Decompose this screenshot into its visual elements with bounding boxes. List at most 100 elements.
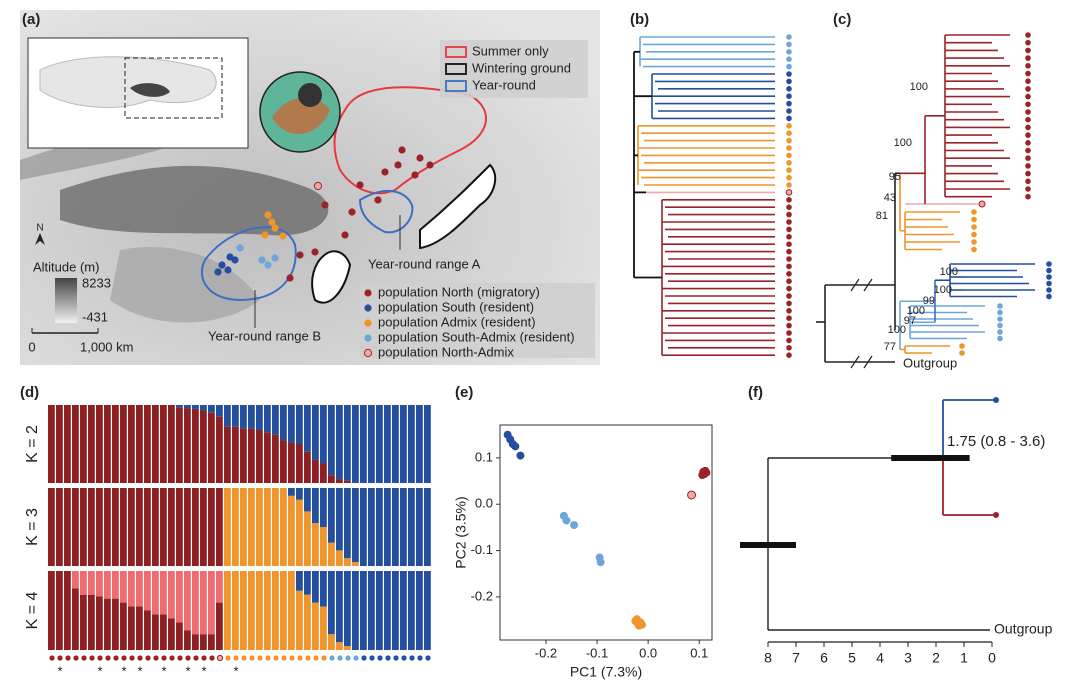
- individual-dot: [209, 655, 215, 661]
- admixture-segment: [136, 606, 143, 650]
- admixture-segment: [240, 488, 247, 566]
- admixture-segment: [328, 488, 335, 543]
- admixture-segment: [80, 405, 87, 483]
- admixture-segment: [272, 488, 279, 566]
- admixture-segment: [296, 499, 303, 566]
- admixture-segment: [184, 408, 191, 483]
- admixture-segment: [216, 571, 223, 603]
- admixture-segment: [104, 571, 111, 599]
- locality: [416, 154, 424, 162]
- admixture-segment: [272, 405, 279, 435]
- individual-dot: [161, 655, 167, 661]
- admixture-segment: [160, 488, 167, 566]
- admixture-segment: [144, 488, 151, 566]
- individual-dot: [185, 655, 191, 661]
- tip: [786, 182, 792, 188]
- admixture-segment: [168, 571, 175, 619]
- tip: [971, 231, 977, 238]
- individual-dot: [273, 655, 279, 661]
- locality: [411, 171, 419, 179]
- y-tick-label: -0.1: [471, 542, 493, 557]
- admixture-segment: [168, 488, 175, 566]
- tip: [1025, 116, 1031, 123]
- admixture-segment: [72, 488, 79, 566]
- admixture-segment: [328, 475, 335, 483]
- tip: [786, 86, 792, 92]
- individual-dot: [337, 655, 343, 661]
- tip: [1025, 124, 1031, 131]
- tip: [786, 145, 792, 151]
- tip: [786, 241, 792, 247]
- admixture-segment: [240, 405, 247, 429]
- admixture-segment: [176, 407, 183, 483]
- admixture-segment: [336, 642, 343, 650]
- tip: [997, 316, 1003, 322]
- individual-dot: [345, 655, 351, 661]
- outgroup-label: Outgroup: [994, 621, 1053, 637]
- admixture-segment: [304, 451, 311, 483]
- admixture-segment: [184, 488, 191, 566]
- inset-land: [39, 56, 217, 108]
- bird-body: [272, 97, 330, 135]
- admixture-segment: [320, 527, 327, 566]
- admixture-segment: [48, 405, 55, 483]
- individual-dot: [153, 655, 159, 661]
- plot-frame: [499, 424, 713, 641]
- individual-dot: [65, 655, 71, 661]
- outgroup-label: Outgroup: [903, 355, 957, 370]
- tip: [1046, 293, 1052, 300]
- admixture-segment: [176, 571, 183, 623]
- locality: [356, 181, 364, 189]
- tip: [1025, 70, 1031, 77]
- legend-label: population South-Admix (resident): [378, 329, 575, 344]
- admixture-segment: [208, 488, 215, 566]
- tip: [786, 337, 792, 344]
- tip: [786, 34, 792, 40]
- admixture-segment: [296, 590, 303, 650]
- bootstrap-label: 100: [888, 324, 906, 336]
- admixture-segment: [112, 405, 119, 483]
- locality: [224, 266, 232, 274]
- tip: [786, 49, 792, 55]
- admixture-segment: [144, 405, 151, 483]
- individual-dot: [361, 655, 367, 661]
- y-axis-label: PC2 (3.5%): [453, 496, 469, 568]
- admixture-segment: [312, 488, 319, 524]
- bird-head: [298, 83, 322, 107]
- admixture-segment: [200, 571, 207, 635]
- tip: [786, 219, 792, 225]
- point: [698, 471, 707, 480]
- tip: [786, 345, 792, 351]
- locality: [348, 208, 356, 216]
- altitude-title: Altitude (m): [33, 259, 99, 274]
- tip: [785, 189, 793, 196]
- tip: [993, 512, 999, 518]
- node-hpd-bar: [891, 455, 970, 461]
- x-tick-label: 5: [848, 650, 856, 666]
- admixture-segment: [384, 488, 391, 566]
- legend-label: population North (migratory): [378, 284, 540, 299]
- admixture-segment: [104, 405, 111, 483]
- admixture-segment: [312, 405, 319, 460]
- admixture-segment: [328, 571, 335, 635]
- admixture-segment: [304, 405, 311, 452]
- admixture-segment: [416, 405, 423, 483]
- tip: [1025, 39, 1031, 46]
- admixture-segment: [96, 571, 103, 597]
- tip: [1025, 47, 1031, 54]
- locality: [268, 218, 276, 226]
- admixture-segment: [344, 558, 351, 566]
- tip: [786, 123, 792, 129]
- individual-dot: [233, 655, 239, 661]
- admixture-segment: [152, 405, 159, 483]
- locality: [296, 251, 304, 259]
- tip: [997, 335, 1003, 342]
- individual-dot: [385, 655, 391, 661]
- point: [516, 451, 525, 460]
- admixture-segment: [392, 488, 399, 566]
- admixture-segment: [360, 571, 367, 650]
- admixture-segment: [200, 410, 207, 483]
- y-tick-label: -0.2: [471, 588, 493, 603]
- tip: [997, 303, 1003, 309]
- range-legend-box: [440, 40, 588, 98]
